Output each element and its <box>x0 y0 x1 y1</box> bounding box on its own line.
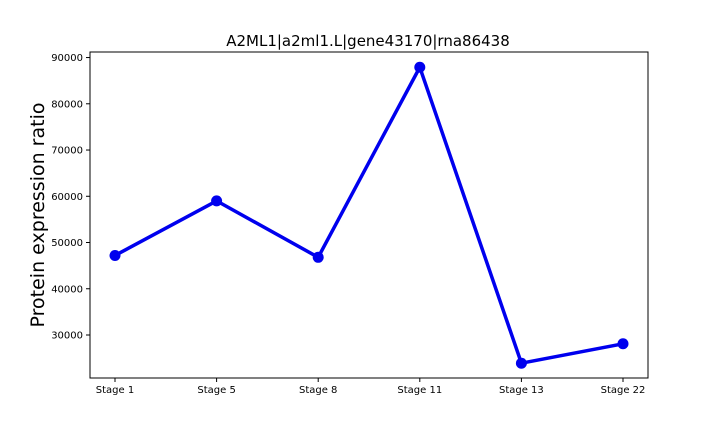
y-tick-label: 50000 <box>51 238 83 249</box>
series-line <box>113 65 625 365</box>
data-point <box>109 249 121 261</box>
x-tick-label: Stage 8 <box>299 385 337 396</box>
plot-area: 30000 40000 50000 60000 70000 80000 90000 Stage… <box>51 51 649 396</box>
y-tick-label: 70000 <box>51 146 83 157</box>
data-point <box>617 338 629 350</box>
data-point <box>312 251 324 263</box>
y-tick-label: 60000 <box>51 192 83 203</box>
plot-frame <box>89 51 649 379</box>
chart-title: A2ML1|a2ml1.L|gene43170|rna86438 <box>226 32 510 50</box>
x-tick-label: Stage 1 <box>96 385 134 396</box>
y-axis-label: Protein expression ratio <box>27 103 49 328</box>
y-tick-label: 90000 <box>51 53 83 64</box>
data-point <box>515 357 527 369</box>
data-point <box>211 195 223 207</box>
x-tick-label: Stage 22 <box>601 385 646 396</box>
y-tick-label: 80000 <box>51 99 83 110</box>
y-tick-label: 30000 <box>51 330 83 341</box>
x-tick-label: Stage 11 <box>397 385 442 396</box>
x-tick-label: Stage 13 <box>499 385 544 396</box>
data-point <box>414 61 426 73</box>
y-tick-label: 40000 <box>51 284 83 295</box>
x-tick-label: Stage 5 <box>197 385 235 396</box>
